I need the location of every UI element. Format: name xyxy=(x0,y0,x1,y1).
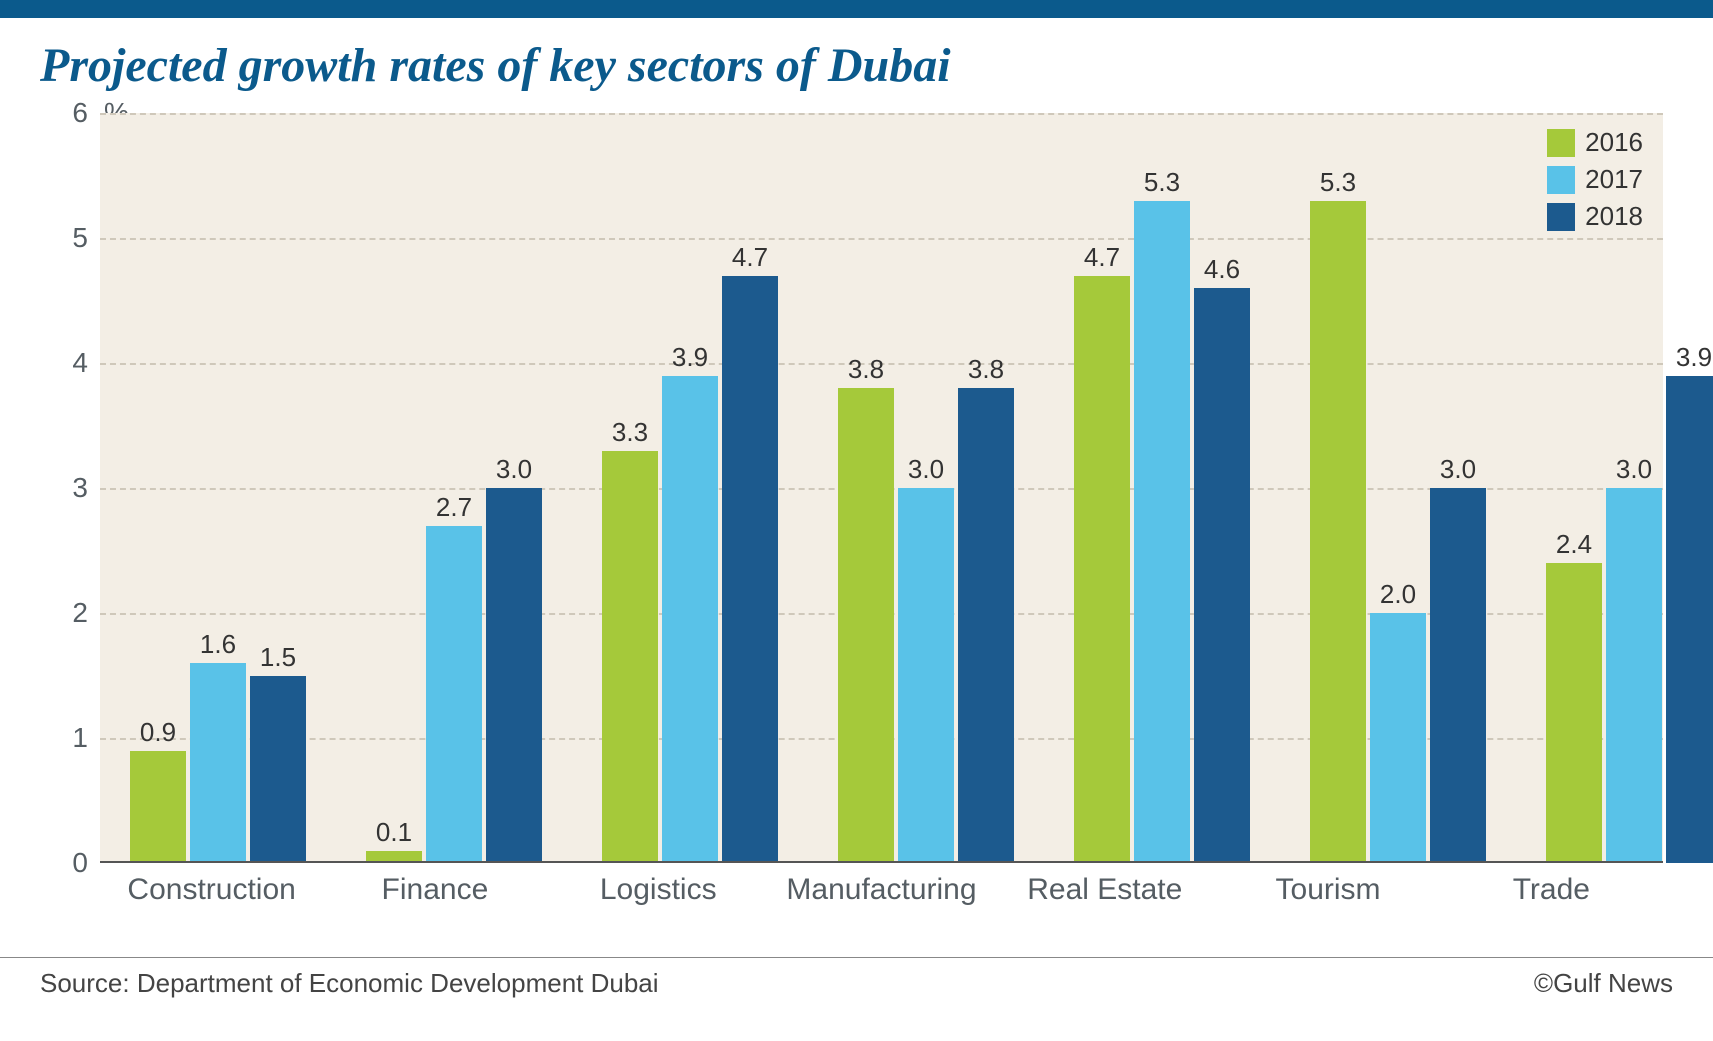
source-text: Source: Department of Economic Developme… xyxy=(40,968,659,999)
bar-group: 0.12.73.0 xyxy=(336,113,572,863)
x-axis-labels: ConstructionFinanceLogisticsManufacturin… xyxy=(100,873,1663,907)
legend-item: 2016 xyxy=(1547,127,1643,158)
bar-group: 0.91.61.5 xyxy=(100,113,336,863)
legend-item: 2017 xyxy=(1547,164,1643,195)
bar: 3.0 xyxy=(486,488,542,863)
bar: 4.6 xyxy=(1194,288,1250,863)
bar-value-label: 2.4 xyxy=(1556,529,1592,560)
chart-wrap: 0123456% 0.91.61.50.12.73.03.33.94.73.83… xyxy=(40,113,1673,933)
legend-swatch xyxy=(1547,129,1575,157)
bar: 4.7 xyxy=(1074,276,1130,864)
legend-label: 2017 xyxy=(1585,164,1643,195)
top-bar xyxy=(0,0,1713,18)
bar: 3.0 xyxy=(1430,488,1486,863)
bar-value-label: 1.5 xyxy=(260,642,296,673)
bar-value-label: 0.9 xyxy=(140,717,176,748)
legend-label: 2016 xyxy=(1585,127,1643,158)
y-tick-label: 6 xyxy=(40,97,88,129)
chart-title: Projected growth rates of key sectors of… xyxy=(40,38,1673,93)
y-tick-label: 3 xyxy=(40,472,88,504)
bar-value-label: 1.6 xyxy=(200,629,236,660)
bar: 5.3 xyxy=(1310,201,1366,864)
bar-value-label: 2.7 xyxy=(436,492,472,523)
legend-swatch xyxy=(1547,166,1575,194)
plot-area: 0.91.61.50.12.73.03.33.94.73.83.03.84.75… xyxy=(100,113,1663,863)
bar-value-label: 3.8 xyxy=(968,354,1004,385)
bar-value-label: 4.6 xyxy=(1204,254,1240,285)
bar: 1.5 xyxy=(250,676,306,864)
bar-group: 5.32.03.0 xyxy=(1280,113,1516,863)
bar-value-label: 4.7 xyxy=(732,242,768,273)
bar: 3.9 xyxy=(1666,376,1713,864)
x-tick-label: Finance xyxy=(323,873,546,907)
y-tick-label: 0 xyxy=(40,847,88,879)
legend-swatch xyxy=(1547,203,1575,231)
legend: 2016 2017 2018 xyxy=(1547,127,1643,232)
y-tick-label: 2 xyxy=(40,597,88,629)
bar-group: 4.75.34.6 xyxy=(1044,113,1280,863)
bar: 2.0 xyxy=(1370,613,1426,863)
bar-groups: 0.91.61.50.12.73.03.33.94.73.83.03.84.75… xyxy=(100,113,1663,863)
x-axis-line xyxy=(100,861,1663,863)
bar: 3.8 xyxy=(838,388,894,863)
bar-value-label: 3.9 xyxy=(1676,342,1712,373)
x-tick-label: Logistics xyxy=(547,873,770,907)
x-tick-label: Construction xyxy=(100,873,323,907)
bar: 3.0 xyxy=(898,488,954,863)
bar: 3.9 xyxy=(662,376,718,864)
x-tick-label: Manufacturing xyxy=(770,873,993,907)
x-tick-label: Trade xyxy=(1440,873,1663,907)
bar-value-label: 5.3 xyxy=(1320,167,1356,198)
bar-group: 3.83.03.8 xyxy=(808,113,1044,863)
bar-value-label: 0.1 xyxy=(376,817,412,848)
footer: Source: Department of Economic Developme… xyxy=(0,968,1713,1023)
y-tick-label: 1 xyxy=(40,722,88,754)
y-tick-label: 5 xyxy=(40,222,88,254)
bar-value-label: 3.9 xyxy=(672,342,708,373)
bar: 5.3 xyxy=(1134,201,1190,864)
bar-group: 3.33.94.7 xyxy=(572,113,808,863)
copyright-text: ©Gulf News xyxy=(1534,968,1673,999)
bar-value-label: 3.0 xyxy=(1440,454,1476,485)
bar-value-label: 3.0 xyxy=(908,454,944,485)
bar: 3.8 xyxy=(958,388,1014,863)
bar-value-label: 4.7 xyxy=(1084,242,1120,273)
bar-value-label: 3.0 xyxy=(496,454,532,485)
bar: 2.4 xyxy=(1546,563,1602,863)
bar: 1.6 xyxy=(190,663,246,863)
bar-value-label: 2.0 xyxy=(1380,579,1416,610)
y-tick-label: 4 xyxy=(40,347,88,379)
legend-label: 2018 xyxy=(1585,201,1643,232)
bar-value-label: 3.0 xyxy=(1616,454,1652,485)
bar: 4.7 xyxy=(722,276,778,864)
x-tick-label: Real Estate xyxy=(993,873,1216,907)
bar-value-label: 3.3 xyxy=(612,417,648,448)
chart-container: Projected growth rates of key sectors of… xyxy=(0,18,1713,943)
bar: 3.0 xyxy=(1606,488,1662,863)
bar-value-label: 3.8 xyxy=(848,354,884,385)
bar: 3.3 xyxy=(602,451,658,864)
legend-item: 2018 xyxy=(1547,201,1643,232)
bar: 2.7 xyxy=(426,526,482,864)
x-tick-label: Tourism xyxy=(1216,873,1439,907)
bar: 0.9 xyxy=(130,751,186,864)
footer-divider xyxy=(0,957,1713,958)
bar-value-label: 5.3 xyxy=(1144,167,1180,198)
